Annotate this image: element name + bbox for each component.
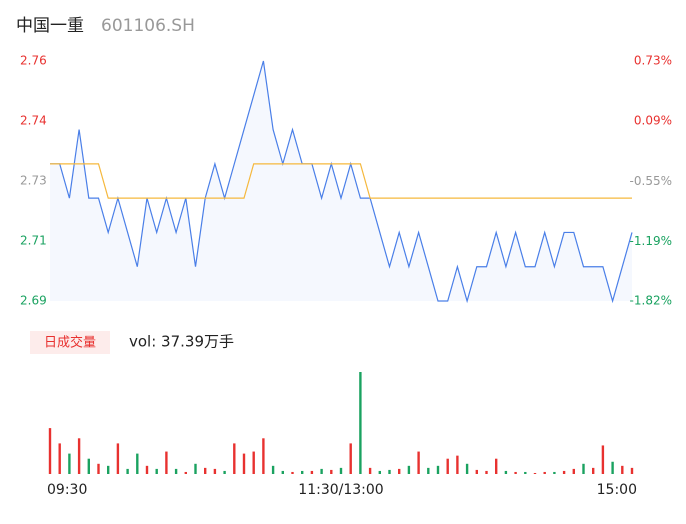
volume-bar: [572, 468, 575, 474]
y2-tick-label: -1.19%: [630, 234, 672, 248]
y2-tick-label: -1.82%: [630, 294, 672, 308]
volume-bar: [155, 468, 158, 474]
volume-bar: [339, 467, 343, 474]
volume-bar: [194, 463, 197, 474]
volume-bar: [145, 465, 149, 474]
volume-bar: [465, 463, 469, 474]
volume-bar: [524, 471, 527, 474]
volume-bar: [126, 468, 129, 474]
volume-bar: [68, 453, 71, 474]
volume-bar: [301, 470, 304, 474]
volume-bar: [427, 467, 430, 474]
volume-bar: [553, 471, 556, 474]
volume-bar: [136, 453, 139, 474]
volume-bar: [417, 451, 420, 474]
volume-bar: [184, 471, 187, 474]
volume-bar: [349, 443, 352, 474]
volume-bar: [107, 465, 110, 474]
volume-bar: [495, 458, 498, 474]
x-tick-label: 15:00: [597, 482, 637, 498]
volume-text: vol: 37.39万手: [129, 333, 234, 351]
y-tick-label: 2.69: [20, 294, 47, 308]
y2-tick-label: -0.55%: [630, 174, 672, 188]
volume-bar: [359, 372, 362, 474]
volume-bar: [213, 468, 217, 474]
volume-bar: [378, 470, 381, 474]
y2-tick-label: 0.09%: [634, 114, 672, 128]
stock-code: 601106.SH: [101, 16, 195, 36]
volume-bar: [291, 471, 294, 474]
volume-bar: [262, 438, 265, 474]
volume-bar: [601, 445, 605, 474]
volume-bar: [388, 469, 391, 474]
volume-bar: [611, 461, 614, 474]
volume-bar: [116, 443, 120, 474]
volume-label: 日成交量: [44, 335, 96, 351]
chart-title: 中国一重: [16, 16, 84, 36]
volume-bar: [621, 465, 624, 474]
volume-bar: [407, 465, 411, 474]
volume-bar: [543, 471, 546, 474]
volume-bar: [475, 469, 478, 474]
volume-bar: [485, 470, 488, 474]
volume-bar: [87, 458, 90, 474]
volume-bar: [368, 467, 372, 474]
volume-bar: [592, 467, 595, 474]
volume-bar: [456, 455, 459, 474]
volume-bar: [271, 465, 275, 474]
volume-bar: [533, 472, 537, 474]
volume-bar: [630, 467, 634, 474]
x-tick-label: 09:30: [47, 482, 87, 498]
volume-bar: [398, 468, 401, 474]
volume-bar: [281, 470, 284, 474]
y-tick-label: 2.76: [20, 54, 47, 68]
y-tick-label: 2.71: [20, 234, 47, 248]
volume-bar: [165, 451, 168, 474]
volume-bar: [223, 470, 226, 474]
volume-bar: [48, 428, 52, 474]
volume-bar: [320, 468, 323, 474]
volume-bar: [514, 471, 517, 474]
volume-bar: [330, 469, 333, 474]
x-tick-label: 11:30/13:00: [298, 482, 383, 498]
volume-bar: [582, 463, 585, 474]
volume-bar: [504, 470, 508, 474]
volume-bar: [242, 453, 246, 474]
volume-bar: [174, 468, 178, 474]
volume-bar: [252, 451, 255, 474]
volume-bar: [58, 443, 61, 474]
y2-tick-label: 0.73%: [634, 54, 672, 68]
y-tick-label: 2.74: [20, 114, 47, 128]
volume-bar: [446, 458, 449, 474]
volume-bar: [204, 467, 207, 474]
average-line: [50, 163, 632, 199]
volume-bar: [233, 443, 236, 474]
volume-bar: [310, 470, 314, 474]
price-area: [50, 61, 632, 301]
volume-bar: [562, 470, 566, 474]
volume-label-bg: [30, 331, 110, 354]
y-tick-label: 2.73: [20, 174, 47, 188]
volume-bar: [436, 465, 440, 474]
volume-bar: [97, 463, 100, 474]
volume-bar: [77, 438, 81, 474]
